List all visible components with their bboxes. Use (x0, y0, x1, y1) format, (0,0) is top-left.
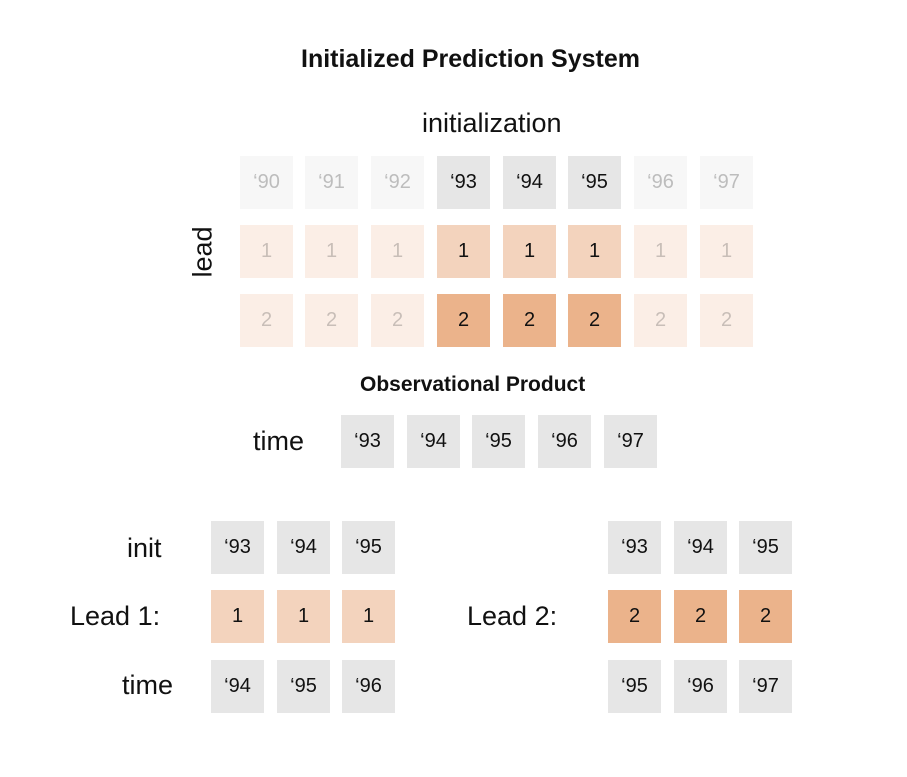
observational-title: Observational Product (360, 373, 586, 396)
lead2-cell: 2 (634, 294, 687, 347)
lead1-init-cell: ‘93 (211, 521, 264, 574)
lead1-panel-label: Lead 1: (70, 601, 161, 631)
lead1-time-label: time (122, 670, 174, 700)
lead1-time-cell: ‘94 (211, 660, 264, 713)
lead2-time-cell: ‘96 (674, 660, 727, 713)
lead1-cell: 1 (437, 225, 490, 278)
lead-axis-label: lead (187, 226, 218, 278)
lead2-cell: 2 (437, 294, 490, 347)
lead2-cell: 2 (503, 294, 556, 347)
init-year-cell: ‘93 (437, 156, 490, 209)
lead2-init-cell: ‘94 (674, 521, 727, 574)
obs-year-cell: ‘96 (538, 415, 591, 468)
lead2-init-cell: ‘93 (608, 521, 661, 574)
init-year-cell: ‘97 (700, 156, 753, 209)
lead1-cell: 1 (568, 225, 621, 278)
lead1-init-cell: ‘95 (342, 521, 395, 574)
lead1-init-cell: ‘94 (277, 521, 330, 574)
lead2-init-cell: ‘95 (739, 521, 792, 574)
lead1-cell: 1 (634, 225, 687, 278)
lead1-time-cell: ‘96 (342, 660, 395, 713)
obs-year-cell: ‘95 (472, 415, 525, 468)
init-year-cell: ‘96 (634, 156, 687, 209)
lead1-lead-cell: 1 (277, 590, 330, 643)
lead1-cell: 1 (305, 225, 358, 278)
init-year-cell: ‘90 (240, 156, 293, 209)
lead2-panel-label: Lead 2: (467, 601, 558, 631)
lead2-cell: 2 (240, 294, 293, 347)
lead2-cell: 2 (371, 294, 424, 347)
lead1-cell: 1 (240, 225, 293, 278)
lead1-cell: 1 (371, 225, 424, 278)
lead2-time-cell: ‘97 (739, 660, 792, 713)
init-year-cell: ‘95 (568, 156, 621, 209)
lead2-lead-cell: 2 (608, 590, 661, 643)
observational-time-label: time (253, 426, 305, 456)
lead1-cell: 1 (700, 225, 753, 278)
lead1-time-cell: ‘95 (277, 660, 330, 713)
lead2-lead-cell: 2 (674, 590, 727, 643)
lead2-time-cell: ‘95 (608, 660, 661, 713)
lead2-lead-cell: 2 (739, 590, 792, 643)
init-year-cell: ‘92 (371, 156, 424, 209)
lead1-init-label: init (127, 533, 162, 563)
initialization-axis-label: initialization (422, 108, 562, 138)
lead2-cell: 2 (568, 294, 621, 347)
lead1-lead-cell: 1 (342, 590, 395, 643)
obs-year-cell: ‘93 (341, 415, 394, 468)
obs-year-cell: ‘94 (407, 415, 460, 468)
init-year-cell: ‘94 (503, 156, 556, 209)
lead1-lead-cell: 1 (211, 590, 264, 643)
lead1-cell: 1 (503, 225, 556, 278)
init-year-cell: ‘91 (305, 156, 358, 209)
lead2-cell: 2 (305, 294, 358, 347)
obs-year-cell: ‘97 (604, 415, 657, 468)
lead2-cell: 2 (700, 294, 753, 347)
diagram-title: Initialized Prediction System (301, 45, 640, 73)
